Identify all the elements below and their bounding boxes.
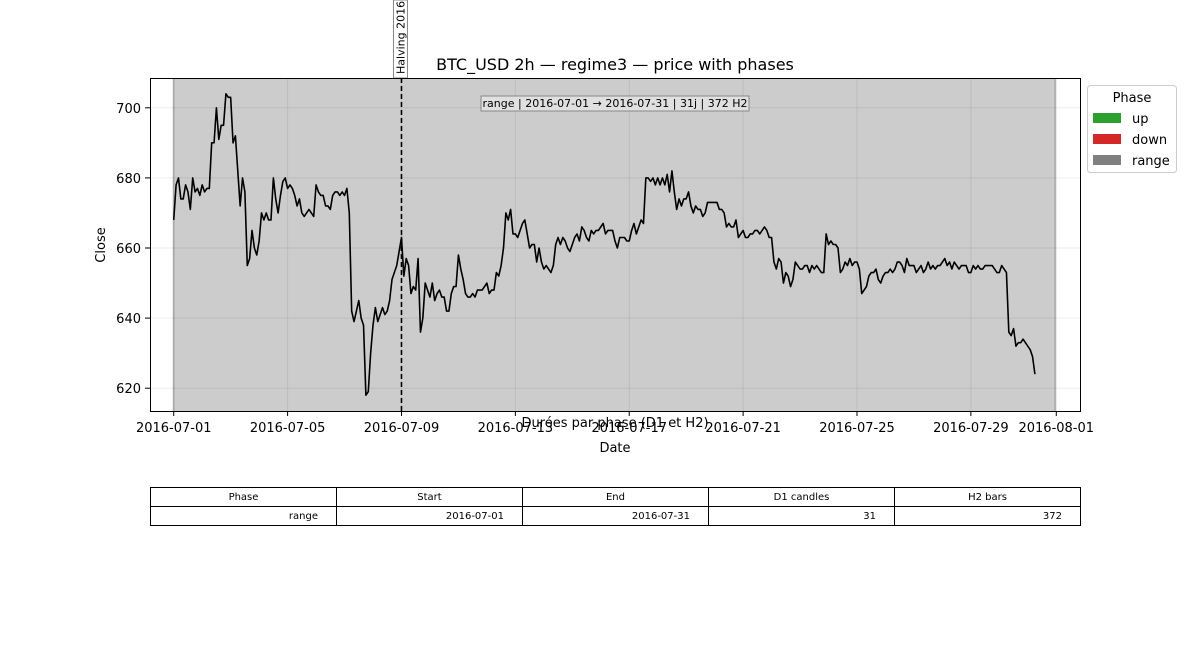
- table-header-row: Phase Start End D1 candles H2 bars: [150, 487, 1081, 507]
- x-ticks: 2016-07-01 2016-07-05 2016-07-09 2016-07-13…: [136, 411, 1094, 436]
- header-phase: Phase: [150, 487, 337, 507]
- overlay-caption: Durées par phase (D1 et H2): [521, 416, 708, 431]
- y-tick-label: 680: [116, 172, 141, 187]
- phase-duration-table: Phase Start End D1 candles H2 bars range…: [150, 487, 1081, 526]
- legend-swatch-up: [1093, 113, 1121, 123]
- x-tick-label: 2016-07-05: [250, 421, 326, 436]
- phase-band-range: [173, 78, 1056, 411]
- header-h2-bars: H2 bars: [894, 487, 1081, 507]
- y-tick-label: 640: [116, 312, 141, 327]
- halving-label: Halving 2016: [394, 1, 407, 74]
- phase-layer: [172, 78, 1057, 411]
- x-tick-label: 2016-07-13: [478, 421, 554, 436]
- chart-title: BTC_USD 2h — regime3 — price with phases: [436, 55, 794, 75]
- x-tick-label: 2016-07-25: [819, 421, 895, 436]
- grid-layer: [150, 78, 1080, 411]
- x-tick-label: 2016-07-09: [364, 421, 440, 436]
- x-tick-label: 2016-07-29: [933, 421, 1009, 436]
- x-tick-label: 2016-07-01: [136, 421, 212, 436]
- price-chart: BTC_USD 2h — regime3 — price with phases…: [94, 0, 1177, 456]
- event-layer: Halving 2016: [392, 0, 408, 411]
- cell-end: 2016-07-31: [522, 506, 709, 526]
- close-price-line: [172, 92, 1036, 397]
- x-tick-label: 2016-07-17: [591, 421, 667, 436]
- phase-label-box: range | 2016-07-01 → 2016-07-31 | 31j | …: [480, 95, 750, 112]
- legend: Phase up down range: [1087, 85, 1177, 173]
- legend-label-range: range: [1132, 154, 1170, 169]
- cell-h2-bars: 372: [894, 506, 1081, 526]
- y-tick-label: 620: [116, 382, 141, 397]
- header-d1-candles: D1 candles: [708, 487, 895, 507]
- legend-entries: up down range: [1093, 112, 1170, 169]
- legend-label-down: down: [1132, 133, 1167, 148]
- legend-label-up: up: [1132, 112, 1149, 127]
- phase-label-frame: [480, 95, 750, 112]
- y-axis-title: Close: [94, 227, 109, 262]
- legend-swatch-down: [1093, 134, 1121, 144]
- legend-frame: [1087, 85, 1177, 173]
- y-ticks: 620 640 660 680 700: [116, 102, 150, 397]
- x-tick-label: 2016-07-21: [705, 421, 781, 436]
- legend-title: Phase: [1113, 91, 1152, 106]
- x-axis-title: Date: [599, 441, 630, 456]
- legend-swatch-range: [1093, 155, 1121, 165]
- plot-frame: [150, 78, 1081, 412]
- cell-d1-candles: 31: [708, 506, 895, 526]
- y-tick-label: 660: [116, 242, 141, 257]
- header-end: End: [522, 487, 709, 507]
- header-start: Start: [336, 487, 523, 507]
- phase-label-text: range | 2016-07-01 → 2016-07-31 | 31j | …: [483, 97, 748, 110]
- cell-start: 2016-07-01: [336, 506, 523, 526]
- series-layer: [172, 92, 1036, 397]
- table-row: range 2016-07-01 2016-07-31 31 372: [150, 506, 1081, 526]
- cell-phase: range: [150, 506, 337, 526]
- x-tick-label: 2016-08-01: [1018, 421, 1094, 436]
- y-tick-label: 700: [116, 102, 141, 117]
